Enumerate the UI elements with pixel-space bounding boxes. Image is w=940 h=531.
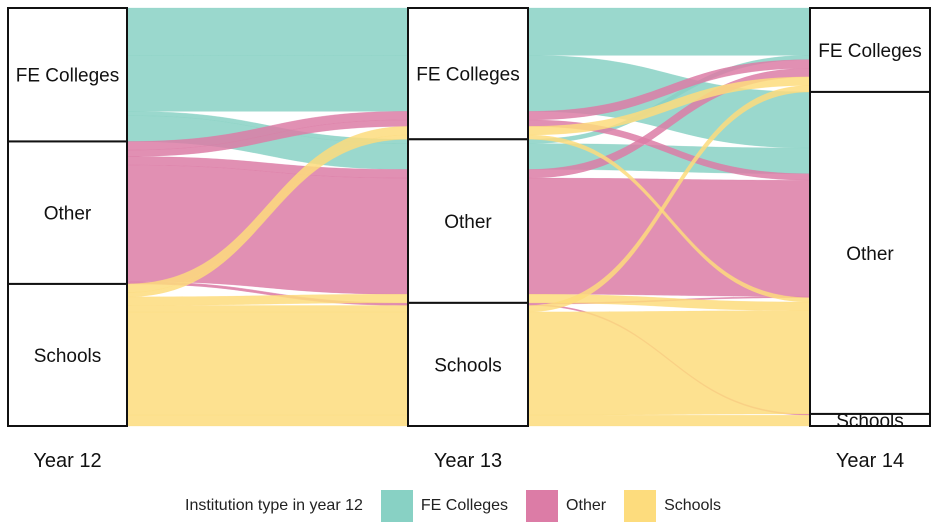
legend: Institution type in year 12 FE Colleges …	[185, 490, 727, 522]
node-y13-schools	[407, 301, 529, 427]
flow-schools-y12-to-y13	[126, 414, 409, 427]
node-y12-other	[7, 140, 128, 285]
flow-schools-y13-to-y14	[527, 310, 811, 416]
axis-label-y14: Year 14	[836, 450, 904, 472]
legend-label-other: Other	[566, 497, 607, 514]
node-label-y13-other: Other	[444, 212, 492, 233]
node-y13-other	[407, 138, 529, 304]
legend-title: Institution type in year 12	[185, 497, 363, 514]
node-y14-other	[809, 90, 931, 415]
node-label-y14-other: Other	[846, 244, 894, 265]
node-label-y13-schools: Schools	[434, 355, 502, 376]
node-label-y12-other: Other	[44, 204, 92, 225]
node-y13-fe-colleges	[407, 7, 529, 141]
legend-label-schools: Schools	[664, 497, 721, 514]
legend-label-fe-colleges: FE Colleges	[420, 497, 509, 514]
node-label-y14-fe-colleges: FE Colleges	[818, 41, 922, 62]
node-label-y13-fe-colleges: FE Colleges	[416, 65, 520, 86]
node-y14-schools	[809, 412, 931, 427]
node-label-y12-fe-colleges: FE Colleges	[16, 66, 120, 87]
flow-fe-colleges-y12-to-y13	[126, 7, 409, 56]
legend-swatch-fe-colleges	[380, 490, 413, 522]
flow-fe-colleges-y12-to-y13	[126, 55, 409, 112]
node-y12-fe-colleges	[7, 7, 128, 143]
flow-fe-colleges-y13-to-y14	[527, 7, 811, 56]
flow-schools-y12-to-y13	[126, 311, 409, 416]
axis-label-y13: Year 13	[434, 450, 502, 472]
flow-schools-y13-to-y14	[527, 414, 811, 427]
node-label-y12-schools: Schools	[34, 346, 102, 367]
flow-other-y12-to-y13	[126, 164, 409, 295]
node-y14-fe-colleges	[809, 7, 931, 93]
legend-swatch-schools	[624, 490, 657, 522]
legend-swatch-other	[526, 490, 559, 522]
node-label-y14-schools: Schools	[836, 411, 904, 432]
flow-schools-y12-to-y13	[126, 305, 409, 313]
axis-label-y12: Year 12	[33, 450, 101, 472]
node-y12-schools	[7, 282, 128, 428]
